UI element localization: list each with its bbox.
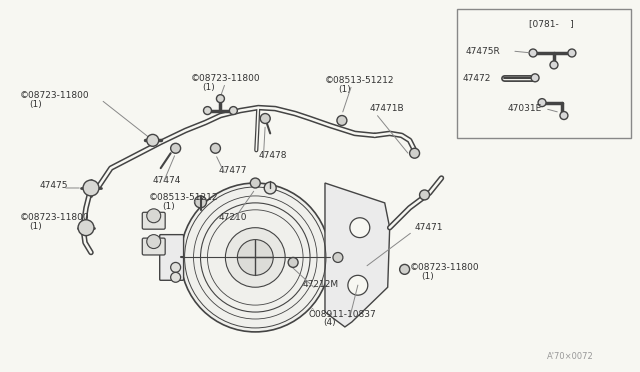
Text: 47471B: 47471B	[370, 104, 404, 113]
Circle shape	[171, 272, 180, 282]
Text: 47210: 47210	[218, 213, 247, 222]
FancyBboxPatch shape	[142, 212, 165, 229]
Text: ©08513-51212: ©08513-51212	[325, 76, 394, 85]
Text: (1): (1)	[29, 100, 42, 109]
Circle shape	[399, 264, 410, 274]
Text: A'70×0072: A'70×0072	[547, 352, 594, 361]
Circle shape	[216, 95, 225, 103]
Circle shape	[350, 218, 370, 238]
Text: 47031E: 47031E	[507, 104, 541, 113]
Circle shape	[560, 112, 568, 119]
Circle shape	[288, 257, 298, 267]
Circle shape	[568, 49, 576, 57]
Text: ©08723-11800: ©08723-11800	[19, 91, 89, 100]
Circle shape	[204, 107, 211, 115]
Circle shape	[229, 107, 237, 115]
Text: Ô08911-10837: Ô08911-10837	[308, 310, 376, 318]
Text: 47475: 47475	[39, 180, 68, 189]
Circle shape	[211, 143, 220, 153]
Circle shape	[260, 113, 270, 124]
Circle shape	[531, 74, 539, 82]
Text: 47477: 47477	[218, 166, 247, 174]
Circle shape	[147, 235, 161, 248]
Circle shape	[337, 116, 347, 125]
Circle shape	[171, 143, 180, 153]
Text: 47472: 47472	[462, 74, 491, 83]
Text: 47475R: 47475R	[465, 46, 500, 55]
Text: ©08723-11800: ©08723-11800	[19, 213, 89, 222]
Circle shape	[333, 253, 343, 262]
Text: [0781-    ]: [0781- ]	[529, 19, 574, 28]
Circle shape	[225, 228, 285, 287]
Text: 47471: 47471	[415, 223, 443, 232]
Text: (4): (4)	[323, 318, 335, 327]
Polygon shape	[325, 183, 390, 327]
FancyBboxPatch shape	[160, 235, 184, 280]
Circle shape	[550, 61, 558, 69]
Text: ©08723-11800: ©08723-11800	[410, 263, 479, 272]
Circle shape	[147, 209, 161, 223]
Text: (1): (1)	[163, 202, 175, 211]
Circle shape	[264, 182, 276, 194]
Circle shape	[195, 196, 207, 208]
Circle shape	[147, 134, 159, 146]
Text: (1): (1)	[422, 272, 435, 281]
Text: (1): (1)	[29, 222, 42, 231]
Circle shape	[538, 99, 546, 107]
Circle shape	[180, 183, 330, 332]
Circle shape	[250, 178, 260, 188]
Text: ©08723-11800: ©08723-11800	[191, 74, 260, 83]
FancyBboxPatch shape	[142, 238, 165, 255]
Text: 47212M: 47212M	[302, 280, 338, 289]
Circle shape	[410, 148, 420, 158]
Text: (1): (1)	[202, 83, 215, 92]
Circle shape	[529, 49, 537, 57]
Circle shape	[348, 275, 368, 295]
Circle shape	[83, 180, 99, 196]
Text: (1): (1)	[338, 85, 351, 94]
Text: 47478: 47478	[259, 151, 287, 160]
FancyBboxPatch shape	[458, 9, 630, 138]
Circle shape	[78, 220, 94, 235]
Text: ©08513-51212: ©08513-51212	[148, 193, 218, 202]
Circle shape	[420, 190, 429, 200]
Circle shape	[237, 240, 273, 275]
Text: 47474: 47474	[153, 176, 181, 185]
Circle shape	[171, 262, 180, 272]
